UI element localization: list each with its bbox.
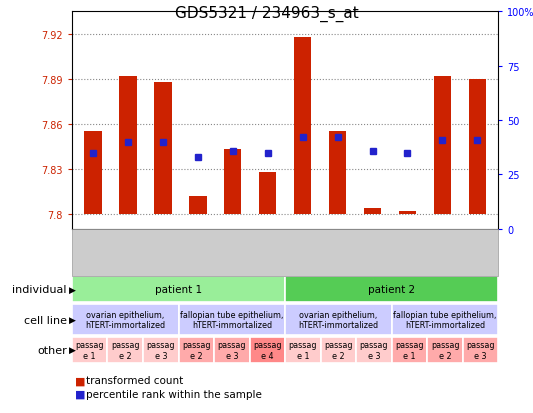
Bar xyxy=(189,196,206,214)
Bar xyxy=(249,337,285,363)
Text: ▶: ▶ xyxy=(69,346,76,354)
Bar xyxy=(119,77,136,214)
Text: ovarian epithelium,
hTERT-immortalized: ovarian epithelium, hTERT-immortalized xyxy=(298,310,378,330)
Bar xyxy=(392,304,498,335)
Text: passag
e 2: passag e 2 xyxy=(111,340,140,360)
Bar xyxy=(285,277,498,303)
Bar xyxy=(143,337,179,363)
Text: fallopian tube epithelium,
hTERT-immortalized: fallopian tube epithelium, hTERT-immorta… xyxy=(180,310,284,330)
Text: passag
e 1: passag e 1 xyxy=(76,340,104,360)
Text: passag
e 3: passag e 3 xyxy=(217,340,246,360)
Bar xyxy=(179,304,285,335)
Bar xyxy=(108,337,143,363)
Text: ▶: ▶ xyxy=(69,285,76,294)
Text: passag
e 2: passag e 2 xyxy=(182,340,211,360)
Text: ■: ■ xyxy=(75,389,85,399)
Bar xyxy=(294,38,311,214)
Bar xyxy=(356,337,392,363)
Bar xyxy=(469,80,486,214)
Text: patient 1: patient 1 xyxy=(155,285,202,295)
Bar xyxy=(463,337,498,363)
Bar xyxy=(364,208,381,214)
Bar xyxy=(72,337,108,363)
Text: passag
e 2: passag e 2 xyxy=(431,340,459,360)
Text: individual: individual xyxy=(12,285,67,295)
Text: fallopian tube epithelium,
hTERT-immortalized: fallopian tube epithelium, hTERT-immorta… xyxy=(393,310,497,330)
Bar xyxy=(84,132,102,214)
Bar xyxy=(399,211,416,214)
Text: percentile rank within the sample: percentile rank within the sample xyxy=(86,389,262,399)
Text: transformed count: transformed count xyxy=(86,375,183,385)
Bar xyxy=(214,337,249,363)
Text: patient 2: patient 2 xyxy=(368,285,415,295)
Bar xyxy=(285,337,321,363)
Text: passag
e 2: passag e 2 xyxy=(324,340,353,360)
Bar xyxy=(224,150,241,214)
Text: passag
e 1: passag e 1 xyxy=(289,340,317,360)
Bar xyxy=(321,337,356,363)
Bar xyxy=(154,83,172,214)
Text: passag
e 3: passag e 3 xyxy=(360,340,388,360)
Text: other: other xyxy=(37,345,67,355)
Bar xyxy=(72,277,285,303)
Text: passag
e 3: passag e 3 xyxy=(466,340,495,360)
Text: cell line: cell line xyxy=(23,315,67,325)
Bar xyxy=(179,337,214,363)
Bar xyxy=(434,77,451,214)
Text: ■: ■ xyxy=(75,375,85,385)
Text: ovarian epithelium,
hTERT-immortalized: ovarian epithelium, hTERT-immortalized xyxy=(85,310,165,330)
Bar xyxy=(72,304,179,335)
Text: passag
e 1: passag e 1 xyxy=(395,340,424,360)
Bar xyxy=(427,337,463,363)
Bar xyxy=(259,172,277,214)
Text: passag
e 3: passag e 3 xyxy=(147,340,175,360)
Text: GDS5321 / 234963_s_at: GDS5321 / 234963_s_at xyxy=(175,6,358,22)
Text: passag
e 4: passag e 4 xyxy=(253,340,281,360)
Bar xyxy=(329,132,346,214)
Bar xyxy=(285,304,392,335)
Bar xyxy=(392,337,427,363)
Text: ▶: ▶ xyxy=(69,316,76,324)
